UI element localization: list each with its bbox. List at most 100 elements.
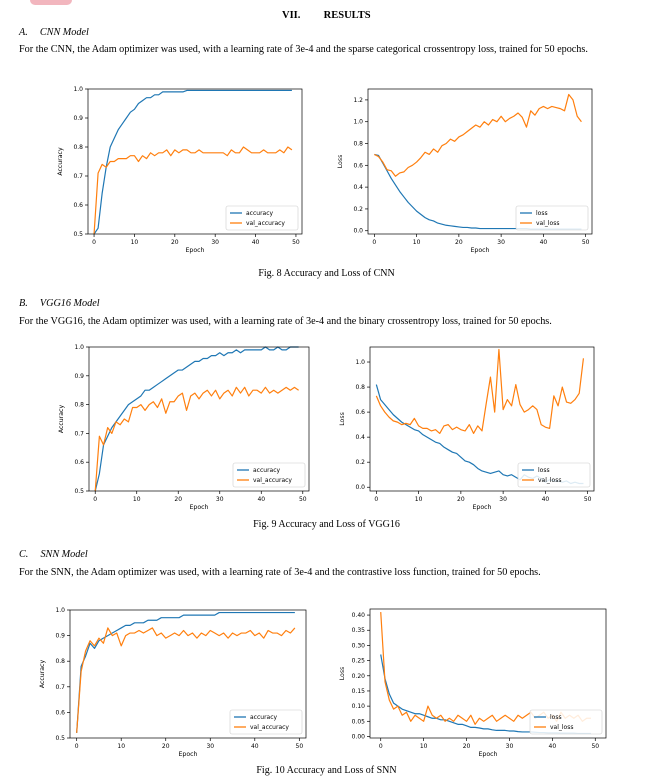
plot-frame (369, 608, 607, 739)
subsection-heading-vgg16: B. VGG16 Model (19, 298, 100, 310)
plot-frame (88, 346, 310, 492)
x-tick-label: 40 (549, 743, 557, 750)
y-tick-label: 0.7 (55, 684, 65, 691)
series-line-val_loss (375, 348, 585, 435)
x-tick-label: 0 (92, 239, 96, 246)
header-logo-fragment (30, 0, 72, 5)
x-tick-label: 50 (582, 239, 590, 246)
figure-caption-10: Fig. 10 Accuracy and Loss of SNN (256, 765, 397, 776)
x-tick-label: 40 (252, 239, 260, 246)
x-tick-label: 10 (413, 239, 421, 246)
y-tick-label: 0.6 (73, 202, 83, 209)
y-tick-label: 1.0 (355, 359, 365, 366)
x-tick-label: 20 (171, 239, 179, 246)
y-tick-label: 0.25 (352, 658, 366, 665)
series-line-accuracy (94, 346, 299, 492)
x-axis-label: Epoch (473, 504, 492, 511)
y-tick-label: 1.2 (353, 97, 363, 104)
subsection-title: CNN Model (39, 27, 89, 38)
legend-label-val_accuracy: val_accuracy (253, 477, 292, 484)
x-axis-label: Epoch (479, 751, 498, 758)
x-tick-label: 20 (463, 743, 471, 750)
legend: accuracy val_accuracy (229, 709, 303, 735)
y-tick-label: 1.0 (74, 344, 84, 351)
x-tick-label: 30 (206, 743, 214, 750)
series-line-accuracy (93, 89, 292, 235)
series-line-accuracy (76, 611, 295, 733)
chart-cnn-accuracy: 0 10 20 30 40 50 0.5 0.6 0.7 0.8 0.9 1.0 Epoch Accura… (57, 86, 303, 254)
series-line-val_accuracy (94, 386, 299, 492)
y-tick-label: 0.8 (74, 402, 84, 409)
x-tick-label: 0 (372, 239, 376, 246)
y-tick-label: 0.2 (353, 206, 363, 213)
paragraph-snn: For the SNN, the Adam optimizer was used… (19, 567, 541, 578)
series-line-val_accuracy (93, 146, 293, 235)
legend-label-val_loss: val_loss (538, 477, 561, 484)
y-tick-label: 0.15 (352, 688, 366, 695)
legend-label-accuracy: accuracy (246, 210, 274, 217)
y-tick-label: 0.00 (352, 733, 366, 740)
chart-cnn-loss: 0 10 20 30 40 50 0.0 0.2 0.4 0.6 0.8 1.0 1.2 Epoch Los… (337, 88, 593, 254)
y-axis-label: Loss (339, 667, 346, 681)
legend-box (529, 709, 603, 735)
section-heading: VII. RESULTS (282, 10, 371, 22)
plot-frame (367, 88, 593, 235)
y-tick-label: 0.5 (73, 231, 83, 238)
x-tick-label: 50 (296, 743, 304, 750)
legend-box (515, 205, 589, 231)
y-tick-label: 0.8 (355, 384, 365, 391)
x-axis-label: Epoch (471, 247, 490, 254)
x-tick-label: 40 (540, 239, 548, 246)
section-number: VII. (282, 10, 301, 21)
y-tick-label: 0.8 (73, 144, 83, 151)
series-line-val_loss (374, 93, 582, 177)
plot-frame (87, 88, 303, 235)
subsection-title: VGG16 Model (39, 298, 100, 309)
y-axis-label: Accuracy (57, 147, 64, 176)
x-tick-label: 0 (93, 496, 97, 503)
x-tick-label: 30 (506, 743, 514, 750)
y-tick-label: 0.5 (74, 488, 84, 495)
y-axis-label: Accuracy (39, 660, 46, 689)
x-tick-label: 40 (542, 496, 550, 503)
figure-caption-9: Fig. 9 Accuracy and Loss of VGG16 (253, 519, 400, 530)
y-axis-label: Loss (339, 412, 346, 426)
series-line-val_loss (380, 612, 591, 725)
chart-vgg16-loss: 0 10 20 30 40 50 0.0 0.2 0.4 0.6 0.8 1.0 Epoch Loss lo… (339, 346, 595, 511)
y-tick-label: 0.0 (353, 228, 363, 235)
y-axis-label: Loss (337, 155, 344, 169)
x-tick-label: 50 (299, 496, 307, 503)
subsection-heading-cnn: A. CNN Model (19, 27, 89, 39)
plot-frame (369, 346, 595, 492)
legend-box (225, 205, 299, 231)
plot-frame (69, 609, 307, 739)
x-tick-label: 20 (457, 496, 465, 503)
figure-caption-8: Fig. 8 Accuracy and Loss of CNN (258, 268, 395, 279)
x-tick-label: 10 (131, 239, 139, 246)
x-tick-label: 40 (251, 743, 259, 750)
y-tick-label: 0.7 (73, 173, 83, 180)
y-tick-label: 0.10 (352, 703, 366, 710)
y-tick-label: 0.9 (55, 633, 65, 640)
y-tick-label: 0.35 (352, 627, 366, 634)
y-tick-label: 0.05 (352, 718, 366, 725)
legend: accuracy val_accuracy (232, 462, 306, 488)
legend-label-accuracy: accuracy (253, 467, 281, 474)
x-tick-label: 40 (257, 496, 265, 503)
paragraph-vgg16: For the VGG16, the Adam optimizer was us… (19, 316, 552, 327)
y-tick-label: 1.0 (55, 607, 65, 614)
series-line-val_accuracy (76, 627, 296, 733)
x-tick-label: 10 (133, 496, 141, 503)
subsection-heading-snn: C. SNN Model (19, 549, 88, 561)
x-tick-label: 10 (420, 743, 428, 750)
x-tick-label: 20 (174, 496, 182, 503)
legend: loss val_loss (515, 205, 589, 231)
chart-snn-loss: 0 10 20 30 40 50 0.00 0.05 0.10 0.15 0.20 0.25 0.30 0… (339, 608, 607, 758)
x-tick-label: 0 (374, 496, 378, 503)
legend: loss val_loss (529, 709, 603, 735)
x-tick-label: 50 (584, 496, 592, 503)
x-tick-label: 0 (379, 743, 383, 750)
legend-label-loss: loss (550, 714, 562, 721)
legend-label-accuracy: accuracy (250, 714, 278, 721)
x-tick-label: 30 (497, 239, 505, 246)
